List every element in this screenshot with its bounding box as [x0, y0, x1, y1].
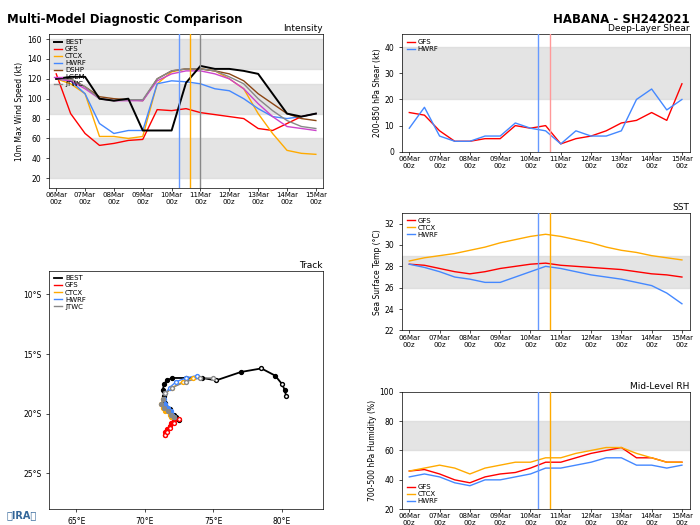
Text: Track: Track	[300, 261, 323, 270]
Text: HABANA - SH242021: HABANA - SH242021	[553, 13, 690, 26]
Text: Deep-Layer Shear: Deep-Layer Shear	[608, 24, 690, 34]
Bar	[402, 256, 690, 288]
Text: ⒸIRA⛵: ⒸIRA⛵	[7, 510, 37, 520]
Bar	[402, 47, 690, 99]
Legend: GFS, CTCX, HWRF: GFS, CTCX, HWRF	[405, 216, 440, 239]
Y-axis label: 10m Max Wind Speed (kt): 10m Max Wind Speed (kt)	[15, 61, 24, 161]
Y-axis label: Sea Surface Temp (°C): Sea Surface Temp (°C)	[372, 229, 382, 314]
Text: Intensity: Intensity	[284, 24, 323, 34]
Bar	[49, 139, 323, 178]
Y-axis label: 200-850 hPa Shear (kt): 200-850 hPa Shear (kt)	[372, 49, 382, 137]
Bar	[49, 39, 323, 69]
Bar	[49, 84, 323, 113]
Legend: GFS, CTCX, HWRF: GFS, CTCX, HWRF	[405, 483, 440, 506]
Text: Mid-Level RH: Mid-Level RH	[630, 382, 690, 391]
Legend: GFS, HWRF: GFS, HWRF	[405, 38, 440, 54]
Y-axis label: 700-500 hPa Humidity (%): 700-500 hPa Humidity (%)	[368, 400, 377, 501]
Bar	[402, 421, 690, 450]
Legend: BEST, GFS, CTCX, HWRF, JTWC: BEST, GFS, CTCX, HWRF, JTWC	[52, 274, 88, 311]
Legend: BEST, GFS, CTCX, HWRF, DSHP, LGEM, JTWC: BEST, GFS, CTCX, HWRF, DSHP, LGEM, JTWC	[52, 38, 88, 89]
Text: Multi-Model Diagnostic Comparison: Multi-Model Diagnostic Comparison	[7, 13, 242, 26]
Text: SST: SST	[673, 203, 690, 212]
